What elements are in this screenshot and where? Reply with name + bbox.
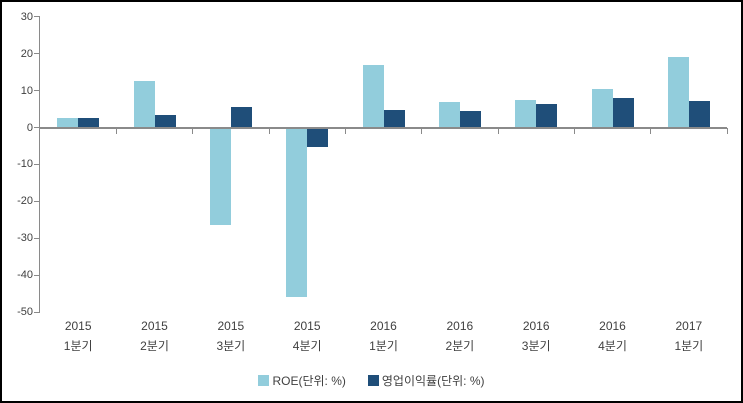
y-axis-tick-label: -40 [17,269,33,282]
legend-swatch-icon [258,375,270,386]
x-axis-tick [268,127,270,134]
x-axis-line [40,126,727,129]
y-axis-tick [34,90,40,92]
category-year: 2016 [522,319,550,333]
y-axis-tick-label: 20 [20,47,33,60]
y-axis-tick [34,274,40,276]
bar-op-margin-2015-2분기 [154,114,176,128]
category-year: 2017 [675,319,703,333]
y-axis-tick-label: -30 [17,232,33,245]
category-year: 2015 [217,319,245,333]
bar-roe-2015-2분기 [133,81,155,128]
category-quarter: 1분기 [63,339,93,353]
y-axis-tick [34,163,40,165]
category-quarter: 1분기 [369,339,398,353]
category-quarter: 3분기 [521,339,551,353]
legend-item-op-margin: 영업이익률(단위: %) [367,372,485,389]
x-axis-category-label: 2015 4분기 [269,316,345,356]
legend-label: 영업이익률(단위: %) [381,374,485,388]
bar-roe-2015-3분기 [209,127,231,225]
x-axis-tick [497,127,499,134]
y-axis-tick [34,53,40,55]
y-axis-tick-label: -50 [17,306,33,318]
y-axis-tick-label: 0 [26,121,33,134]
category-quarter: 4분기 [292,339,322,353]
x-axis-tick [344,127,346,134]
category-year: 2016 [446,319,474,333]
x-axis-category-label: 2015 2분기 [116,316,192,356]
bar-roe-2015-4분기 [286,127,308,298]
bar-op-margin-2015-4분기 [307,127,329,148]
bar-op-margin-2017-1분기 [688,100,710,128]
bar-roe-2015-1분기 [57,118,79,128]
bar-roe-2016-2분기 [438,101,460,128]
x-axis-category-label: 2016 3분기 [498,316,574,356]
category-quarter: 1분기 [674,339,704,353]
x-axis-category-label: 2015 1분기 [40,316,116,356]
category-quarter: 2분기 [445,339,475,353]
x-axis-tick [421,127,423,134]
x-axis-tick [115,127,117,134]
y-axis-tick-label: 10 [20,84,33,97]
category-quarter: 3분기 [216,339,246,353]
bar-roe-2016-1분기 [362,64,384,128]
bar-roe-2017-1분기 [667,57,689,128]
bar-op-margin-2015-1분기 [78,117,100,128]
y-axis-tick-label: 30 [20,10,33,23]
bar-op-margin-2016-3분기 [536,103,558,128]
bar-op-margin-2015-3분기 [230,107,252,128]
x-axis-tick [726,127,728,134]
x-axis-category-label: 2016 2분기 [422,316,498,356]
x-axis-category-label: 2015 3분기 [193,316,269,356]
y-axis-tick [34,16,40,18]
y-axis-tick [34,237,40,239]
category-year: 2016 [599,319,626,333]
category-quarter: 2분기 [140,339,169,353]
category-year: 2015 [64,319,92,333]
category-year: 2016 [370,319,397,333]
legend-label: ROE(단위: %) [272,374,346,388]
y-axis-tick [34,200,40,202]
x-axis-category-label: 2016 4분기 [574,316,650,356]
x-axis-category-label: 2016 1분기 [345,316,421,356]
x-axis-tick [573,127,575,134]
category-year: 2015 [141,319,168,333]
x-axis-category-label: 2017 1분기 [651,316,727,356]
bar-op-margin-2016-2분기 [459,110,481,128]
y-axis-tick [34,127,40,128]
y-axis-tick-label: -20 [17,195,33,208]
y-axis-tick [34,311,40,313]
legend-item-roe: ROE(단위: %) [258,372,346,389]
category-year: 2015 [293,319,321,333]
x-axis-tick [192,127,194,134]
bar-roe-2016-4분기 [591,88,613,128]
legend-swatch-icon [367,375,379,386]
x-axis-tick [650,127,652,134]
bar-op-margin-2016-4분기 [612,98,634,128]
bar-op-margin-2016-1분기 [383,110,405,128]
bar-roe-2016-3분기 [515,99,537,128]
legend: ROE(단위: %) 영업이익률(단위: %) [0,372,743,389]
category-quarter: 4분기 [598,339,627,353]
y-axis-tick-label: -10 [17,158,33,171]
